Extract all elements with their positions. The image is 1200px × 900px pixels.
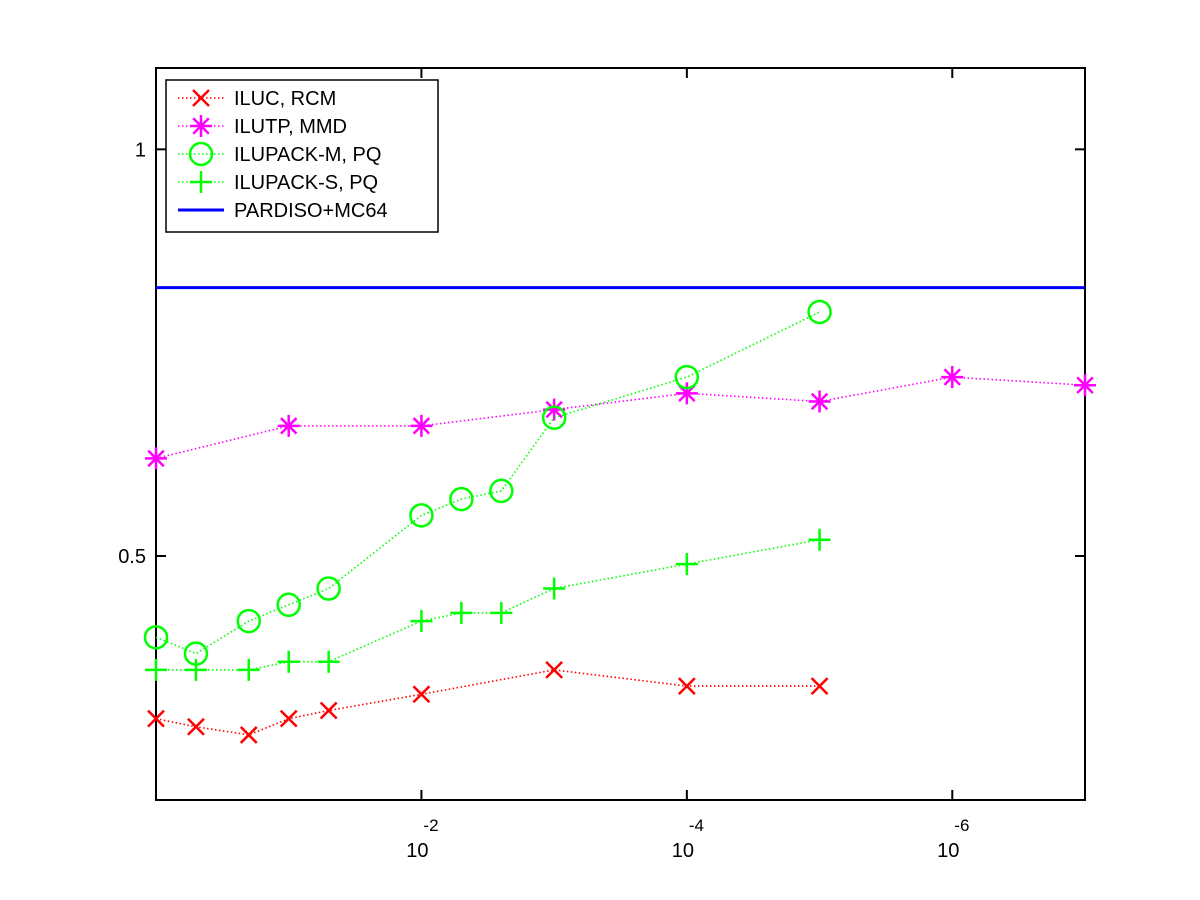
legend-label: ILUTP, MMD <box>234 116 347 138</box>
data-point-ilupack-m-pq <box>409 503 434 528</box>
data-point-ilutp-mmd <box>145 447 167 470</box>
data-point-ilupack-m-pq <box>674 364 700 390</box>
data-point-iluc-rcm <box>187 717 205 736</box>
series-ilupack-m-pq <box>143 299 832 666</box>
data-point-ilupack-s-pq <box>450 601 473 624</box>
x-tick-label-exponent: -6 <box>954 816 969 835</box>
legend-marker <box>188 141 214 167</box>
series-line-ilupack-m-pq <box>155 311 820 655</box>
x-tick-label-exponent: -2 <box>423 816 438 835</box>
legend-label: ILUPACK-M, PQ <box>234 144 381 166</box>
axes-box <box>155 67 1086 801</box>
legend-label: PARDISO+MC64 <box>234 200 388 222</box>
x-tick-label-base: 10 <box>937 840 959 862</box>
series-ilutp-mmd <box>145 366 1096 470</box>
data-point-ilupack-s-pq <box>237 658 260 681</box>
data-point-iluc-rcm <box>279 709 298 728</box>
series-ilupack-s-pq <box>145 528 831 681</box>
data-point-ilupack-s-pq <box>317 650 340 673</box>
legend-marker <box>190 171 212 193</box>
legend-entry-ilutp-mmd: ILUTP, MMD <box>178 115 347 138</box>
legend-entry-pardiso-mc64: PARDISO+MC64 <box>178 200 388 222</box>
data-point-ilupack-s-pq <box>145 658 167 681</box>
data-point-ilupack-s-pq <box>808 528 831 551</box>
data-point-ilupack-s-pq <box>410 610 433 633</box>
data-point-ilupack-s-pq <box>277 650 300 673</box>
data-point-ilupack-m-pq <box>143 625 169 650</box>
data-point-ilupack-m-pq <box>236 608 262 634</box>
axes-frame <box>155 67 1086 801</box>
legend-label: ILUPACK-S, PQ <box>234 172 378 194</box>
data-point-iluc-rcm <box>677 677 696 696</box>
data-point-ilupack-m-pq <box>316 576 341 601</box>
data-point-iluc-rcm <box>239 726 258 744</box>
axis-ticks: 10 -2 10 -4 10 -6 0.5 1 <box>118 68 1085 862</box>
y-tick-label: 0.5 <box>118 546 146 568</box>
data-point-iluc-rcm <box>545 660 564 679</box>
data-point-iluc-rcm <box>810 677 829 696</box>
series-line-ilupack-s-pq <box>156 538 820 671</box>
x-tick-label-exponent: -4 <box>689 816 704 835</box>
data-point-ilutp-mmd <box>277 414 300 437</box>
x-tick-label-base: 10 <box>406 840 428 862</box>
data-point-iluc-rcm <box>147 709 165 728</box>
data-point-ilupack-s-pq <box>675 553 698 576</box>
series-line-iluc-rcm <box>155 669 820 736</box>
legend-entry-iluc-rcm: ILUC, RCM <box>178 88 336 110</box>
data-point-ilupack-m-pq <box>449 486 474 512</box>
data-point-ilupack-m-pq <box>541 405 567 430</box>
data-point-ilutp-mmd <box>1074 374 1096 397</box>
data-point-ilupack-s-pq <box>490 601 513 624</box>
data-point-ilupack-s-pq <box>543 577 566 600</box>
series-iluc-rcm <box>147 660 829 744</box>
data-point-ilupack-s-pq <box>184 658 207 681</box>
data-point-ilutp-mmd <box>941 366 964 389</box>
plot-area <box>143 286 1096 744</box>
legend-marker <box>190 115 212 137</box>
data-point-iluc-rcm <box>412 685 431 704</box>
data-point-ilutp-mmd <box>410 414 433 437</box>
data-point-ilupack-m-pq <box>807 299 832 325</box>
data-point-ilupack-m-pq <box>276 592 301 618</box>
legend-entry-ilupack-m-pq: ILUPACK-M, PQ <box>178 141 381 167</box>
data-point-iluc-rcm <box>319 701 338 720</box>
x-tick-label-base: 10 <box>672 840 694 862</box>
legend-label: ILUC, RCM <box>234 88 336 110</box>
data-point-ilupack-m-pq <box>489 478 514 504</box>
legend-marker <box>192 89 210 107</box>
legend: ILUC, RCM ILUTP, MMD ILUPACK-M, PQ ILUPACK-… <box>165 79 439 233</box>
y-tick-label: 1 <box>135 139 146 161</box>
legend-entry-ilupack-s-pq: ILUPACK-S, PQ <box>178 171 378 194</box>
data-point-ilutp-mmd <box>808 390 831 413</box>
